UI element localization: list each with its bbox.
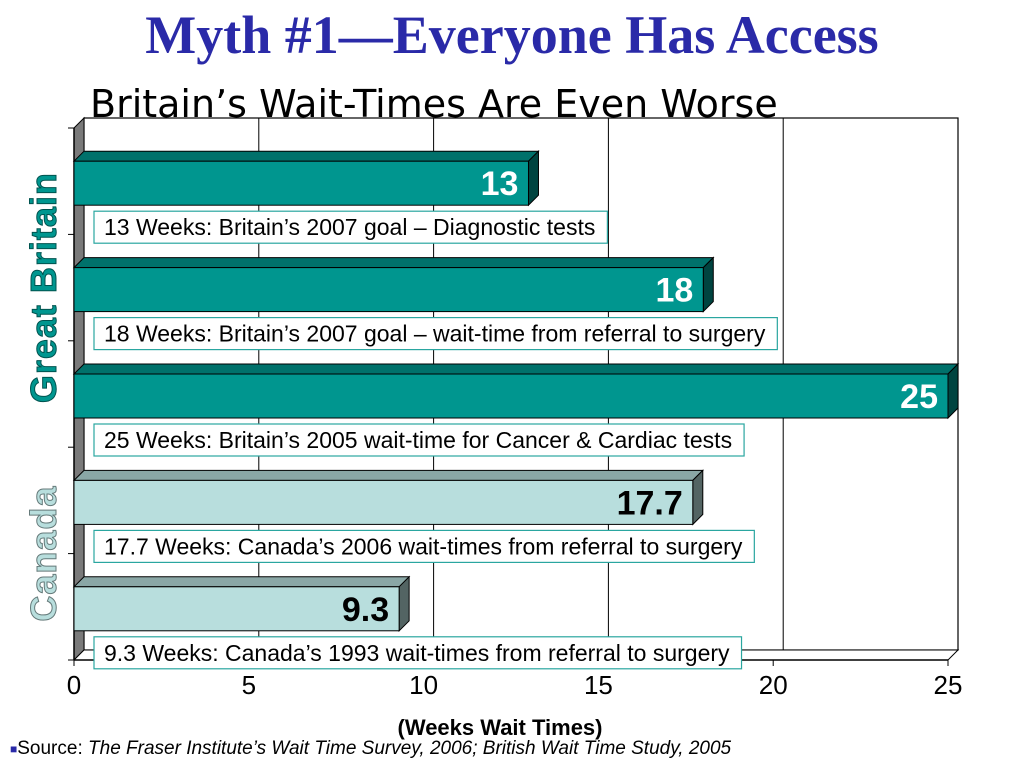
bar-front-face <box>73 267 704 313</box>
bar-annotation: 13 Weeks: Britain’s 2007 goal – Diagnost… <box>104 214 595 240</box>
bar-top-face <box>72 469 704 481</box>
source-prefix: Source: <box>17 738 89 760</box>
bar-annotation-box <box>93 636 743 670</box>
group-label: Great Britain <box>23 172 64 403</box>
bar-top-face <box>72 576 411 588</box>
bar-value-label: 25 <box>900 378 938 416</box>
x-tick-label: 20 <box>759 670 788 700</box>
x-tick-label: 5 <box>242 670 256 700</box>
bar-side-face <box>702 256 714 313</box>
bar-side-face <box>947 362 959 420</box>
bullet-icon: ■ <box>10 742 18 756</box>
bar-value-label: 9.3 <box>342 591 389 629</box>
bar-front-face <box>73 160 529 206</box>
bar-annotation-box <box>93 423 745 457</box>
bar-top-face <box>72 257 715 269</box>
bar-annotation-box <box>93 210 608 244</box>
bar-annotation-box <box>93 529 755 564</box>
source-note: ■Source: The Fraser Institute’s Wait Tim… <box>10 738 731 760</box>
bar-annotation: 18 Weeks: Britain’s 2007 goal – wait-tim… <box>104 321 766 347</box>
slide-title: Myth #1—Everyone Has Access <box>145 5 879 65</box>
bar-value-label: 18 <box>655 272 693 310</box>
bar-side-face <box>692 469 704 526</box>
x-tick-label: 15 <box>584 670 613 700</box>
bar-top-face <box>72 150 540 162</box>
bar-side-face <box>527 149 539 207</box>
bar-annotation: 9.3 Weeks: Canada’s 1993 wait-times from… <box>104 640 730 666</box>
bar-annotation: 17.7 Weeks: Canada’s 2006 wait-times fro… <box>104 533 743 559</box>
bar-annotation: 25 Weeks: Britain’s 2005 wait-time for C… <box>104 427 732 453</box>
x-axis-label: (Weeks Wait Times) <box>398 715 603 740</box>
bar-top-face <box>72 363 960 375</box>
x-tick-label: 0 <box>67 670 81 700</box>
bar-value-label: 17.7 <box>617 484 683 522</box>
bar-front-face <box>73 586 400 632</box>
bar-front-face <box>73 479 694 525</box>
source-reference: The Fraser Institute’s Wait Time Survey,… <box>88 738 732 760</box>
bar <box>72 362 960 420</box>
bar-annotation-box <box>93 317 778 351</box>
x-tick-label: 25 <box>934 670 963 700</box>
x-tick-label: 10 <box>409 670 438 700</box>
bar <box>72 575 411 633</box>
bar <box>72 149 540 207</box>
bar-side-face <box>398 575 410 633</box>
group-label: Canada <box>23 486 64 622</box>
bar <box>72 469 704 526</box>
bar <box>72 256 715 313</box>
bar-value-label: 13 <box>481 165 519 203</box>
bar-front-face <box>73 373 949 419</box>
